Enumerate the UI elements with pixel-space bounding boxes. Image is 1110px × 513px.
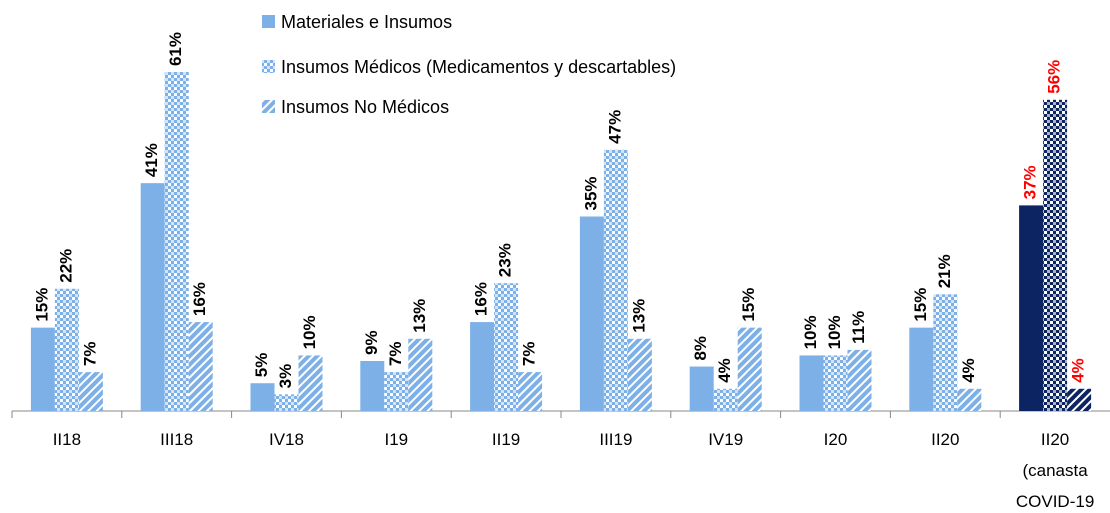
bar xyxy=(847,349,872,411)
bar xyxy=(408,338,433,411)
bar xyxy=(140,183,165,411)
bar xyxy=(78,372,103,411)
bar xyxy=(823,355,848,411)
bar xyxy=(603,149,628,412)
value-label: 3% xyxy=(276,364,295,389)
bar xyxy=(250,383,275,411)
value-label: 22% xyxy=(56,249,75,283)
bar xyxy=(164,72,189,411)
value-label: 16% xyxy=(472,282,491,316)
x-tick-label: IV18 xyxy=(269,430,304,449)
x-tick-label: III18 xyxy=(160,430,194,449)
value-label: 10% xyxy=(801,315,820,349)
value-label: 15% xyxy=(739,288,758,322)
bar xyxy=(494,283,519,411)
bar xyxy=(1019,205,1044,411)
value-label: 13% xyxy=(410,299,429,333)
bar xyxy=(298,355,323,411)
x-tick-label: II19 xyxy=(491,430,521,449)
x-tick-label: II20 xyxy=(931,430,960,449)
value-label: 35% xyxy=(581,176,600,210)
value-label: 7% xyxy=(520,342,539,367)
value-label: 13% xyxy=(629,299,648,333)
value-label: 16% xyxy=(190,282,209,316)
value-label: 15% xyxy=(911,288,930,322)
legend-label: Insumos Médicos (Medicamentos y descarta… xyxy=(281,57,676,77)
value-label: 11% xyxy=(849,311,868,344)
value-label: 4% xyxy=(959,358,978,383)
value-label: 56% xyxy=(1045,60,1064,94)
legend-label: Insumos No Médicos xyxy=(281,97,449,117)
legend-swatch xyxy=(262,60,275,73)
legend-swatch xyxy=(262,15,275,28)
bar xyxy=(713,388,738,411)
value-label: 7% xyxy=(80,342,99,367)
x-tick-label: IV19 xyxy=(708,430,744,449)
value-label: 10% xyxy=(825,315,844,349)
x-tick-label: I20 xyxy=(823,430,848,449)
bar xyxy=(737,327,762,411)
x-tick-label: II20 (canasta COVID-19 xyxy=(1015,430,1095,511)
value-label: 7% xyxy=(386,342,405,367)
bar xyxy=(384,372,409,411)
value-label: 37% xyxy=(1021,165,1040,199)
bar xyxy=(627,338,652,411)
value-label: 47% xyxy=(605,110,624,144)
value-label: 4% xyxy=(1069,358,1088,383)
legend-label: Materiales e Insumos xyxy=(281,12,452,32)
bar xyxy=(518,372,543,411)
x-tick-label: I19 xyxy=(384,430,409,449)
x-tick-label: II18 xyxy=(52,430,82,449)
value-label: 5% xyxy=(252,353,271,378)
bar xyxy=(470,322,495,411)
bar xyxy=(799,355,824,411)
value-label: 10% xyxy=(300,315,319,349)
value-label: 21% xyxy=(935,254,954,288)
x-tick-label: III19 xyxy=(599,430,633,449)
value-label: 8% xyxy=(691,336,710,361)
bar xyxy=(957,388,982,411)
bar xyxy=(1043,99,1068,412)
bar xyxy=(1067,388,1092,411)
bar xyxy=(188,322,213,411)
bar xyxy=(30,327,55,411)
bar xyxy=(933,294,958,411)
bar xyxy=(274,394,299,411)
value-label: 9% xyxy=(362,330,381,355)
bar xyxy=(360,360,385,411)
bar xyxy=(909,327,934,411)
value-label: 23% xyxy=(496,243,515,277)
value-label: 41% xyxy=(142,143,161,177)
bar xyxy=(579,216,604,411)
value-label: 61% xyxy=(166,32,185,66)
value-label: 4% xyxy=(715,358,734,383)
bar xyxy=(689,366,714,411)
value-label: 15% xyxy=(32,288,51,322)
legend-swatch xyxy=(262,100,275,113)
bar xyxy=(54,288,79,411)
